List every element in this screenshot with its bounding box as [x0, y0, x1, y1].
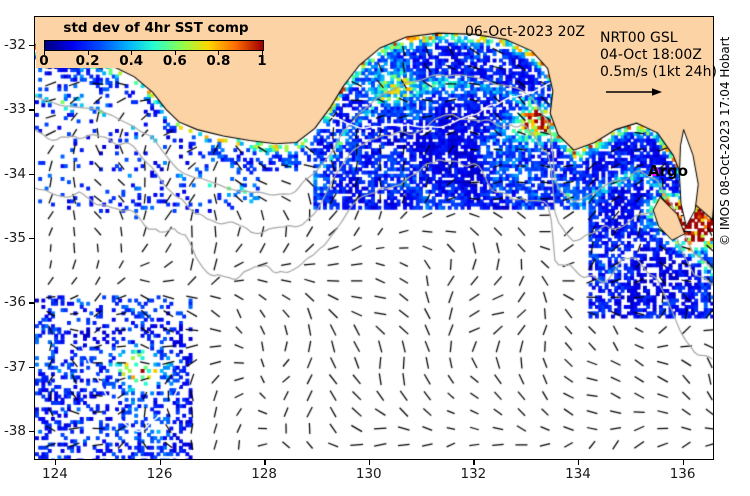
x-tick-label: 130 [355, 466, 382, 482]
colorbar-tick [262, 51, 263, 55]
product-name: NRT00 GSL [600, 30, 678, 46]
x-tick-label: 134 [565, 466, 591, 482]
y-tick-mark [29, 173, 34, 176]
product-time: 04-Oct 18:00Z [600, 47, 702, 63]
colorbar-title: std dev of 4hr SST comp [63, 20, 249, 36]
y-tick-mark [29, 302, 34, 304]
y-tick-label: -35 [3, 230, 26, 246]
colorbar-tick [218, 51, 220, 55]
x-tick-mark [159, 460, 161, 465]
y-tick-label: -33 [3, 101, 26, 118]
x-tick-mark [682, 460, 684, 465]
colorbar-gradient [44, 40, 264, 51]
x-tick-mark [578, 460, 580, 465]
vector-scale-label: 0.5m/s (1kt 24h) [600, 64, 717, 80]
colorbar-tick [131, 51, 133, 55]
y-tick-label: -37 [3, 358, 26, 375]
x-tick-label: 132 [460, 466, 487, 482]
y-tick-mark [29, 238, 34, 240]
colorbar-tick [44, 51, 45, 55]
x-tick-label: 126 [146, 466, 173, 482]
x-tick-mark [264, 460, 266, 465]
map-plot-area[interactable] [34, 16, 714, 460]
x-tick-mark [368, 460, 371, 465]
y-tick-label: -34 [3, 165, 26, 182]
y-tick-label: -32 [3, 36, 26, 53]
argo-legend-label: Argo [648, 162, 689, 180]
colorbar-tick-label: 0.2 [75, 53, 100, 69]
argo-marker-icon [650, 167, 659, 176]
colorbar-tick-label: 0 [39, 53, 49, 69]
y-tick-mark [29, 431, 34, 433]
y-tick-label: -36 [3, 294, 26, 311]
x-tick-mark [473, 460, 475, 465]
y-tick-mark [29, 366, 34, 369]
colorbar-tick-label: 0.4 [119, 53, 144, 69]
copyright-credit: © IMOS 08-Oct-2023 17:04 Hobart [718, 36, 732, 246]
colorbar-tick-label: 0.8 [206, 53, 231, 69]
x-tick-label: 136 [669, 466, 696, 482]
y-tick-mark [29, 109, 34, 111]
colorbar-tick [87, 51, 89, 55]
sst-heatmap-canvas [35, 17, 713, 459]
colorbar-tick-label: 0.6 [162, 53, 187, 69]
product-info-block: NRT00 GSL 04-Oct 18:00Z 0.5m/s (1kt 24h) [600, 30, 717, 81]
x-tick-label: 124 [42, 466, 68, 482]
vector-scale-arrow-icon [606, 88, 662, 96]
x-tick-mark [54, 460, 57, 465]
x-tick-label: 128 [251, 466, 278, 482]
colorbar-tick-label: 1 [257, 53, 267, 69]
y-tick-label: -38 [3, 423, 26, 440]
y-tick-mark [29, 44, 34, 47]
colorbar-panel: std dev of 4hr SST comp 0 0.2 0.4 0.6 0.8 1 [36, 18, 276, 69]
datestamp-label: 06-Oct-2023 20Z [465, 24, 585, 40]
colorbar-tick-marks [44, 51, 264, 56]
colorbar-tick [174, 51, 176, 55]
